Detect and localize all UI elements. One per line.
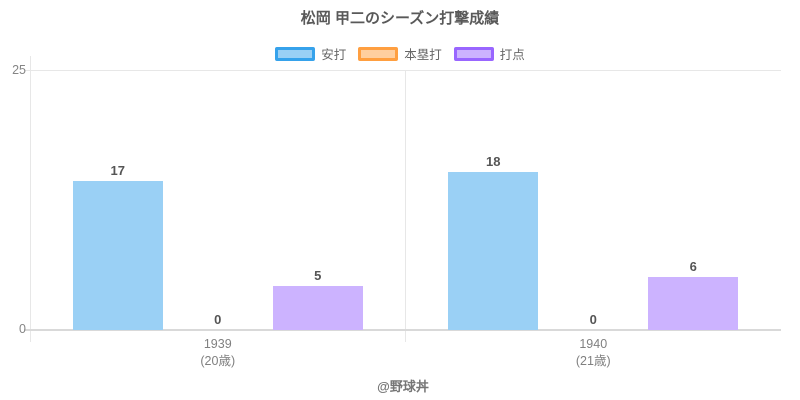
- bar-value-home-runs-1940: 0: [589, 312, 597, 327]
- legend-swatch-rbi: [453, 46, 494, 61]
- x-axis-label-year: 1940: [579, 337, 608, 351]
- x-axis-line: [24, 329, 781, 331]
- legend-label-home-runs: 本塁打: [404, 48, 442, 62]
- legend: 安打 本塁打 打点: [0, 44, 800, 63]
- category-divider-line: [405, 70, 406, 342]
- bar-value-home-runs-1939: 0: [214, 312, 222, 327]
- bar-hits-1939[interactable]: [72, 181, 163, 330]
- chart-title: 松岡 甲二のシーズン打撃成績: [300, 10, 500, 27]
- watermark: @野球丼: [377, 379, 429, 394]
- bar-rbi-1939[interactable]: [272, 286, 363, 330]
- legend-item-hits[interactable]: 安打: [275, 44, 346, 63]
- y-axis-line: [30, 56, 31, 342]
- legend-label-rbi: 打点: [499, 48, 525, 62]
- bar-value-hits-1940: 18: [486, 154, 501, 169]
- x-axis-label-age: (21歳): [575, 354, 611, 368]
- bar-value-hits-1939: 17: [110, 163, 125, 178]
- bar-rbi-1940[interactable]: [648, 277, 739, 330]
- x-axis-label-year: 1939: [203, 337, 232, 351]
- legend-swatch-home-runs: [358, 46, 399, 61]
- y-gridline-25: [24, 70, 781, 71]
- legend-item-home-runs[interactable]: 本塁打: [358, 44, 442, 63]
- y-axis-tick-0: 0: [19, 322, 26, 336]
- bar-value-rbi-1939: 5: [314, 268, 322, 283]
- legend-item-rbi[interactable]: 打点: [453, 44, 525, 63]
- x-axis-label-age: (20歳): [200, 354, 236, 368]
- x-axis-label-1939: 1939 (20歳): [148, 336, 288, 370]
- bar-hits-1940[interactable]: [448, 172, 539, 330]
- y-axis-tick-25: 25: [12, 63, 26, 77]
- legend-label-hits: 安打: [321, 48, 347, 62]
- bar-value-rbi-1940: 6: [689, 259, 697, 274]
- x-axis-label-1940: 1940 (21歳): [523, 336, 663, 370]
- legend-swatch-hits: [275, 46, 316, 61]
